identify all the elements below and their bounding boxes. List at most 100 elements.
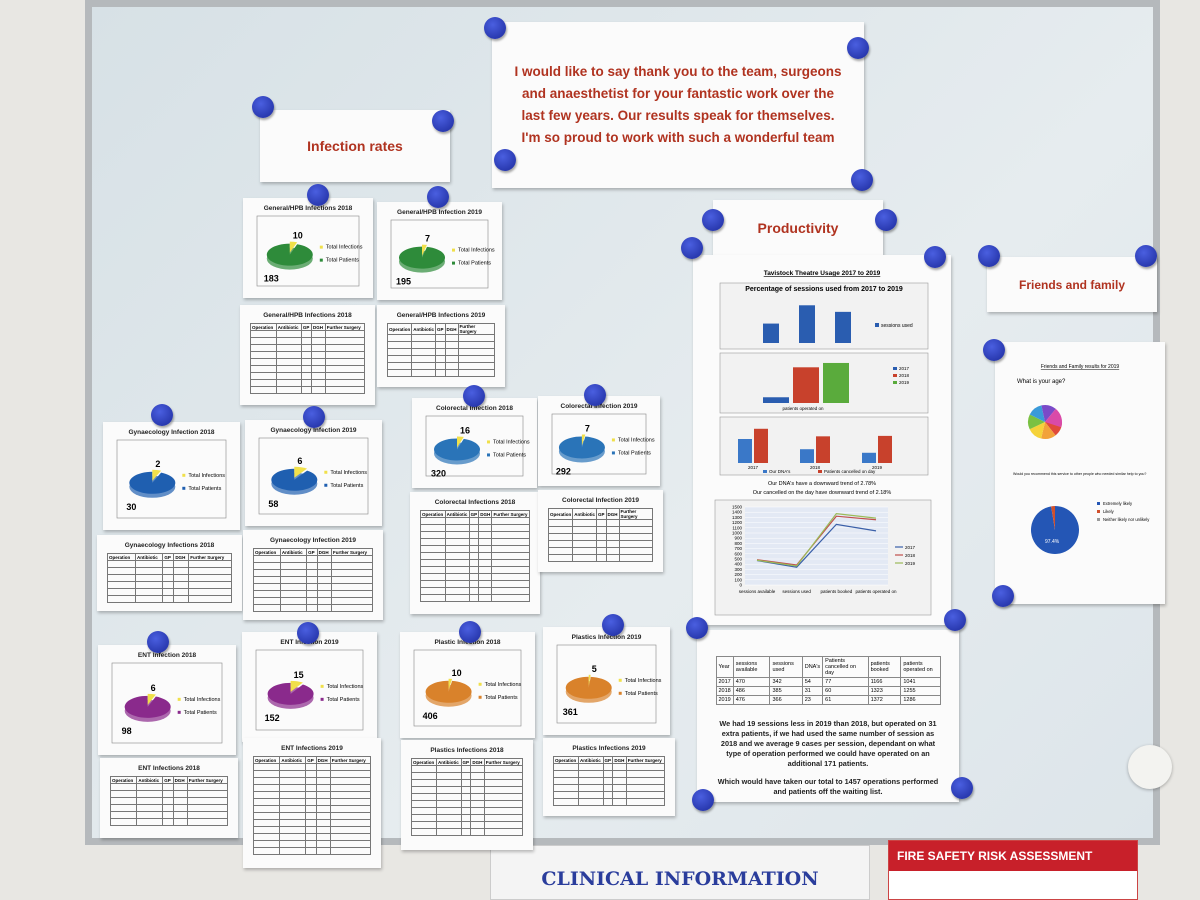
- table-row: [420, 538, 530, 546]
- table-cell: [186, 804, 229, 812]
- table-cell: [188, 560, 232, 568]
- table-cell: [457, 369, 496, 377]
- table-header-row: Operation Antibiotic GP DGH Further Surgery: [386, 323, 496, 335]
- y-tick-label: 300: [734, 567, 742, 572]
- table-cell: [468, 580, 480, 588]
- table-cell: [411, 362, 437, 370]
- y-tick-label: 600: [734, 551, 742, 556]
- magnet: [702, 209, 724, 231]
- table-cell: [460, 765, 472, 773]
- table-cell: [162, 818, 174, 826]
- pie-slice: [588, 674, 591, 686]
- table-cell: [250, 379, 277, 387]
- table-cell: [310, 386, 326, 394]
- y-tick-label: 900: [734, 536, 742, 541]
- table-cell: [252, 763, 281, 771]
- pie-card: Plastics Infection 2019 5 361 Total Infecti…: [543, 627, 670, 735]
- magnet: [584, 384, 606, 406]
- table-row: 2019 476 366 23 61 1372 1286: [715, 695, 941, 705]
- header-cell: patients operated on: [900, 656, 941, 678]
- table-row: [547, 526, 654, 534]
- table-cell: [275, 330, 302, 338]
- table-row: [109, 818, 229, 826]
- legend-swatch: [478, 695, 482, 699]
- table-cell: [483, 786, 524, 794]
- chart-frame: [413, 649, 522, 727]
- infection-table: Operation Antibiotic GP DGH Further Surgery: [547, 508, 654, 562]
- table-cell: [279, 826, 307, 834]
- table-row: [410, 807, 524, 815]
- table-cell: [253, 604, 281, 612]
- table-card: Plastics Infections 2019 Operation Antibio…: [543, 738, 675, 816]
- table-cell: [173, 588, 190, 596]
- table-cell: [578, 798, 604, 806]
- bar: [763, 323, 779, 343]
- infection-label: 16: [460, 425, 470, 435]
- table-row: [410, 828, 524, 836]
- legend-swatch: [1097, 510, 1100, 513]
- magnet: [494, 149, 516, 171]
- magnet: [307, 184, 329, 206]
- table-row: 2018 486 385 31 60 1323 1255: [715, 686, 941, 696]
- table-header-row: Operation Antibiotic GP DGH Further Surgery: [547, 508, 654, 520]
- table-row: [253, 569, 373, 577]
- question: What is your age?: [1017, 379, 1066, 385]
- infection-label: 5: [592, 664, 597, 674]
- table-cell: [386, 341, 413, 349]
- table-cell: [275, 365, 302, 373]
- table-cell: [483, 821, 524, 829]
- header-cell: GP: [602, 756, 614, 764]
- table-cell: [444, 545, 470, 553]
- table-cell: [305, 791, 317, 799]
- table-row: [420, 517, 530, 525]
- table-cell: [444, 355, 459, 363]
- table-cell: [329, 812, 372, 820]
- table-cell: [279, 604, 308, 612]
- y-tick-label: 1100: [732, 525, 742, 530]
- infection-table: Operation Antibiotic GP DGH Further Surgery: [107, 553, 232, 603]
- bar: [862, 452, 876, 463]
- table-cell: [436, 793, 462, 801]
- table-row: [252, 763, 372, 771]
- table-row: [253, 604, 373, 612]
- patients-label: 183: [264, 274, 279, 284]
- pie-card: ENT Infection 2018 6 98 Total Infections Tot…: [98, 645, 236, 755]
- table-cell: [410, 772, 438, 780]
- table-row: [386, 369, 496, 377]
- legend-label: Extremely likely: [1103, 501, 1133, 506]
- table-cell: 77: [822, 677, 869, 687]
- table-cell: [478, 552, 493, 560]
- chart-frame: [425, 415, 524, 477]
- chart-frame: [258, 437, 369, 515]
- header-cell: Antibiotic: [279, 756, 307, 764]
- table-cell: [109, 818, 138, 826]
- hook: [1128, 745, 1172, 789]
- table-cell: [386, 369, 413, 377]
- legend-label: Total Patients: [326, 258, 359, 264]
- legend-label: Total Infections: [485, 682, 522, 688]
- table-row: [420, 545, 530, 553]
- value-label: 97.4%: [1045, 539, 1060, 545]
- table-cell: [306, 583, 318, 591]
- table-cell: [547, 526, 574, 534]
- legend-label: 2019: [899, 380, 910, 385]
- thank-you-note: I would like to say thank you to the tea…: [492, 22, 864, 188]
- heading: Infection rates: [260, 110, 450, 182]
- table-cell: [186, 811, 229, 819]
- table-cell: 1286: [900, 695, 941, 705]
- table-cell: [572, 519, 598, 527]
- table-cell: [596, 533, 607, 541]
- table-row: [547, 547, 654, 555]
- chart-frame: [551, 413, 647, 475]
- infection-label: 10: [452, 668, 462, 678]
- legend-swatch: [320, 684, 324, 688]
- table-cell: [478, 524, 493, 532]
- magnet: [681, 237, 703, 259]
- table-cell: 2017: [715, 677, 734, 687]
- table-cell: [457, 362, 496, 370]
- table-cell: [478, 573, 493, 581]
- table-cell: [186, 783, 229, 791]
- table-cell: [436, 821, 462, 829]
- table-cell: [109, 804, 138, 812]
- table-cell: [136, 783, 164, 791]
